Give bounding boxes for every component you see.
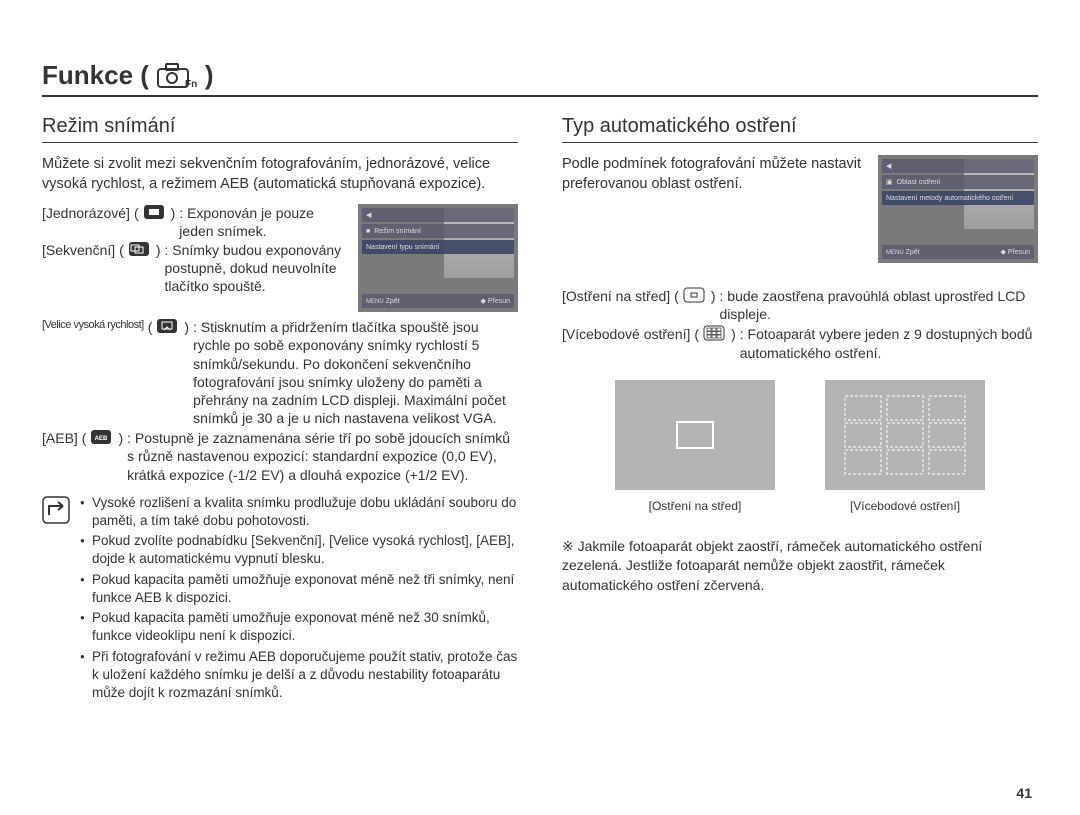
af-type-intro: Podle podmínek fotografování můžete nast… xyxy=(562,155,866,194)
drive-mode-row: [Jednorázové] ( ) : Exponován je pouze j… xyxy=(42,204,348,240)
drive-mode-row: [Velice vysoká rychlost] ( ) : Stisknutí… xyxy=(42,318,518,427)
drive-mode-intro: Můžete si zvolit mezi sekvenčním fotogra… xyxy=(42,155,518,194)
high-speed-icon xyxy=(156,318,178,334)
title-text: Funkce ( xyxy=(42,60,149,91)
diagram-caption: [Vícebodové ostření] xyxy=(825,499,985,513)
title-close: ) xyxy=(205,60,214,91)
mode-desc: : bude zaostřena pravoúhlá oblast uprost… xyxy=(720,287,1038,323)
camera-fn-icon: Fn xyxy=(157,63,197,89)
af-mode-row: [Ostření na střed] ( ) : bude zaostřena … xyxy=(562,287,1038,323)
note-item: Pokud kapacita paměti umožňuje exponovat… xyxy=(80,571,518,607)
drive-mode-row: [Sekvenční] ( ) : Snímky budou exponován… xyxy=(42,241,348,296)
diagram-caption: [Ostření na střed] xyxy=(615,499,775,513)
center-af-icon xyxy=(683,287,705,303)
center-af-diagram xyxy=(615,380,775,490)
mode-label: [Jednorázové] xyxy=(42,204,130,222)
note-item: Vysoké rozlišení a kvalita snímku prodlu… xyxy=(80,494,518,530)
mode-label: [AEB] xyxy=(42,429,78,447)
mode-label: [Ostření na střed] xyxy=(562,287,670,305)
af-type-lcd-preview: ◀ ▣Oblast ostření Nastavení metody autom… xyxy=(878,155,1038,263)
mode-label: [Vícebodové ostření] xyxy=(562,325,690,343)
note-item: Pokud zvolíte podnabídku [Sekvenční], [V… xyxy=(80,532,518,568)
multi-af-diagram xyxy=(825,380,985,490)
af-type-title: Typ automatického ostření xyxy=(562,115,1038,143)
af-mode-row: [Vícebodové ostření] ( ) : Fotoaparát vy… xyxy=(562,325,1038,361)
left-column: Režim snímání Můžete si zvolit mezi sekv… xyxy=(42,115,518,704)
mode-desc: : Stisknutím a přidržením tlačítka spouš… xyxy=(193,318,518,427)
svg-text:AEB: AEB xyxy=(95,436,108,442)
mode-desc: : Exponován je pouze jeden snímek. xyxy=(179,204,348,240)
svg-text:Fn: Fn xyxy=(185,79,197,89)
note-item: Pokud kapacita paměti umožňuje exponovat… xyxy=(80,609,518,645)
page-title: Funkce ( Fn ) xyxy=(42,60,1038,97)
af-diagrams: [Ostření na střed] xyxy=(562,380,1038,513)
single-shot-icon xyxy=(143,204,165,220)
right-column: Typ automatického ostření Podle podmínek… xyxy=(562,115,1038,704)
mode-desc: : Fotoaparát vybere jeden z 9 dostupných… xyxy=(740,325,1038,361)
drive-mode-row: [AEB] ( AEB ) : Postupně je zaznamenána … xyxy=(42,429,518,484)
continuous-icon xyxy=(128,241,150,257)
af-footnote: ※ Jakmile fotoaparát objekt zaostří, rám… xyxy=(562,537,1038,596)
drive-mode-lcd-preview: ◀ ■Režim snímání Nastavení typu snímání … xyxy=(358,204,518,312)
mode-label: [Velice vysoká rychlost] xyxy=(42,318,144,332)
mode-label: [Sekvenční] xyxy=(42,241,115,259)
page-number: 41 xyxy=(1016,785,1032,801)
aeb-icon: AEB xyxy=(90,429,112,445)
multi-af-icon xyxy=(703,325,725,341)
note-icon xyxy=(42,496,70,529)
drive-mode-title: Režim snímání xyxy=(42,115,518,143)
mode-desc: : Snímky budou exponovány postupně, doku… xyxy=(165,241,349,296)
mode-desc: : Postupně je zaznamenána série tří po s… xyxy=(127,429,518,484)
note-item: Při fotografování v režimu AEB doporučuj… xyxy=(80,648,518,703)
drive-mode-notes: Vysoké rozlišení a kvalita snímku prodlu… xyxy=(42,494,518,704)
